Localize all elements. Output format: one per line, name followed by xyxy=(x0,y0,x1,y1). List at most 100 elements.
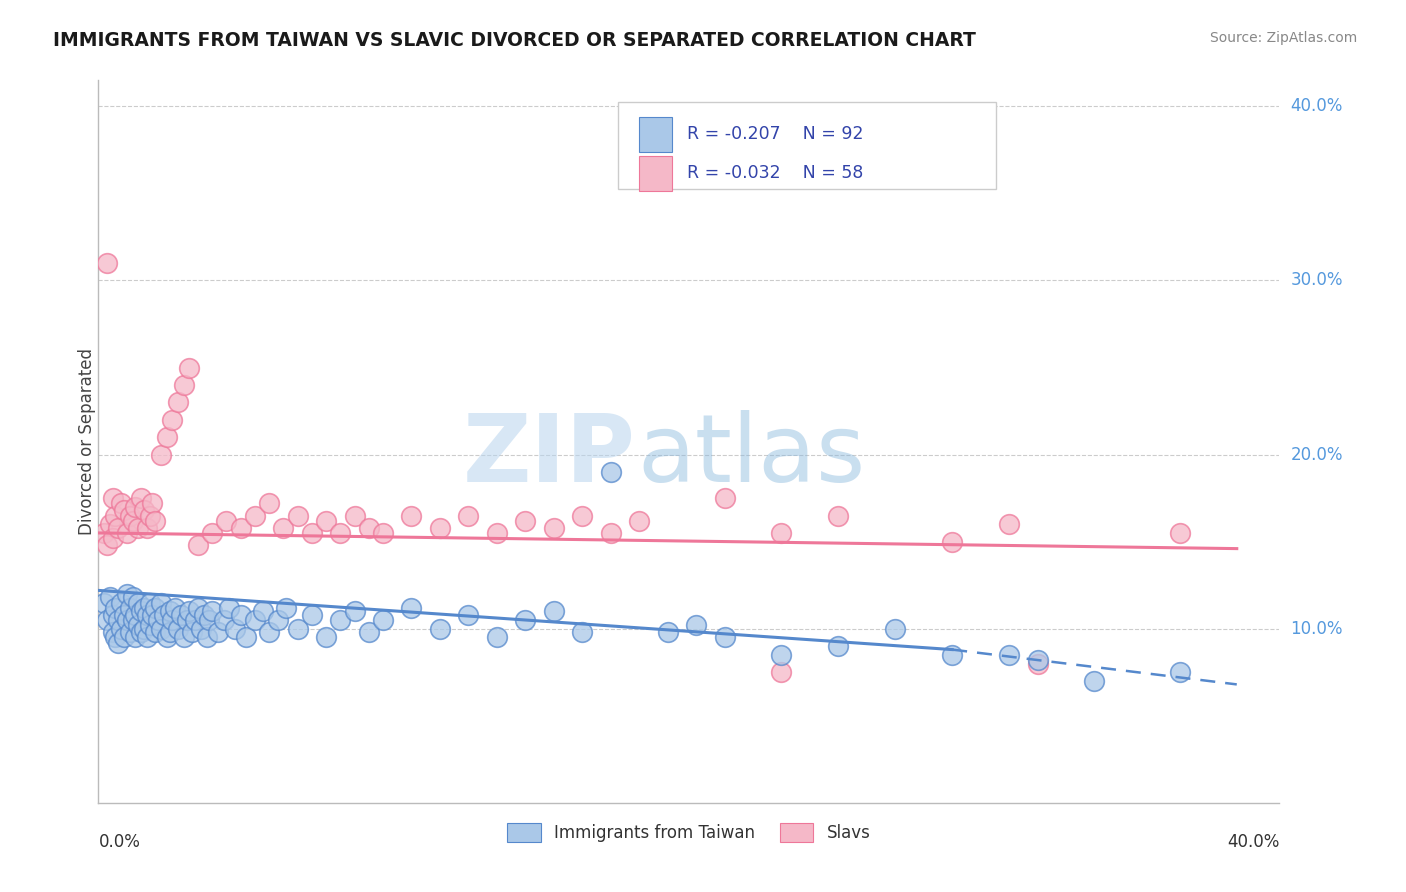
Point xyxy=(96,613,118,627)
Point xyxy=(457,607,479,622)
Point xyxy=(135,631,157,645)
Point xyxy=(101,531,124,545)
Point xyxy=(301,525,323,540)
Point xyxy=(195,631,218,645)
Point xyxy=(135,607,157,622)
Point xyxy=(287,622,309,636)
FancyBboxPatch shape xyxy=(619,102,995,189)
Point xyxy=(124,631,146,645)
Point xyxy=(998,517,1021,532)
Point xyxy=(138,618,160,632)
Point xyxy=(515,514,537,528)
Point xyxy=(187,600,209,615)
Point xyxy=(93,525,115,540)
Point xyxy=(429,622,451,636)
Point xyxy=(315,514,337,528)
Point xyxy=(224,622,246,636)
Point xyxy=(571,625,593,640)
Point xyxy=(173,631,195,645)
Point xyxy=(218,600,240,615)
Point xyxy=(132,503,155,517)
Point xyxy=(170,607,193,622)
Y-axis label: Divorced or Separated: Divorced or Separated xyxy=(79,348,96,535)
Point xyxy=(941,534,963,549)
Point xyxy=(485,525,508,540)
Point xyxy=(150,596,173,610)
Point xyxy=(713,631,735,645)
Text: 40.0%: 40.0% xyxy=(1291,97,1343,115)
Point xyxy=(118,508,141,523)
Point xyxy=(143,625,166,640)
Text: 30.0%: 30.0% xyxy=(1291,271,1343,290)
Point xyxy=(181,625,204,640)
Point xyxy=(998,648,1021,662)
Point xyxy=(1083,673,1105,688)
Point xyxy=(104,508,127,523)
Point xyxy=(485,631,508,645)
Point xyxy=(110,596,132,610)
Point xyxy=(138,596,160,610)
Point xyxy=(132,600,155,615)
Point xyxy=(110,496,132,510)
Point xyxy=(159,625,181,640)
Point xyxy=(215,514,238,528)
Point xyxy=(162,413,184,427)
Point xyxy=(141,607,163,622)
Point xyxy=(121,613,143,627)
Point xyxy=(179,360,201,375)
Point xyxy=(173,378,195,392)
Point xyxy=(115,525,138,540)
Point xyxy=(343,508,366,523)
Point xyxy=(162,613,184,627)
FancyBboxPatch shape xyxy=(640,117,672,152)
Point xyxy=(101,491,124,505)
Point xyxy=(110,622,132,636)
Point xyxy=(827,508,849,523)
Point xyxy=(229,521,252,535)
Point xyxy=(401,600,423,615)
Point xyxy=(685,618,707,632)
Point xyxy=(96,256,118,270)
Point xyxy=(129,604,152,618)
Point xyxy=(101,607,124,622)
Point xyxy=(143,600,166,615)
Point xyxy=(212,613,235,627)
Point xyxy=(429,521,451,535)
Point xyxy=(104,600,127,615)
Point xyxy=(257,496,280,510)
Text: 20.0%: 20.0% xyxy=(1291,446,1343,464)
Point xyxy=(121,591,143,605)
Point xyxy=(276,600,298,615)
Point xyxy=(257,625,280,640)
Point xyxy=(156,631,179,645)
Point xyxy=(571,508,593,523)
Point xyxy=(184,613,207,627)
Point xyxy=(628,514,651,528)
Point xyxy=(357,521,380,535)
Point xyxy=(770,665,793,680)
Text: Source: ZipAtlas.com: Source: ZipAtlas.com xyxy=(1209,31,1357,45)
Point xyxy=(150,622,173,636)
Point xyxy=(198,613,221,627)
Point xyxy=(543,604,565,618)
Point xyxy=(159,604,181,618)
Point xyxy=(207,625,229,640)
Point xyxy=(150,448,173,462)
Point xyxy=(98,591,121,605)
Point xyxy=(127,618,149,632)
Point xyxy=(124,500,146,514)
Point xyxy=(201,525,224,540)
Point xyxy=(141,496,163,510)
Point xyxy=(770,525,793,540)
Legend: Immigrants from Taiwan, Slavs: Immigrants from Taiwan, Slavs xyxy=(501,816,877,848)
Text: IMMIGRANTS FROM TAIWAN VS SLAVIC DIVORCED OR SEPARATED CORRELATION CHART: IMMIGRANTS FROM TAIWAN VS SLAVIC DIVORCE… xyxy=(53,31,976,50)
Point xyxy=(112,503,135,517)
Point xyxy=(143,514,166,528)
Point xyxy=(129,491,152,505)
Point xyxy=(135,521,157,535)
Point xyxy=(770,648,793,662)
Point xyxy=(273,521,295,535)
Point xyxy=(457,508,479,523)
Point xyxy=(112,607,135,622)
Point xyxy=(599,465,621,479)
